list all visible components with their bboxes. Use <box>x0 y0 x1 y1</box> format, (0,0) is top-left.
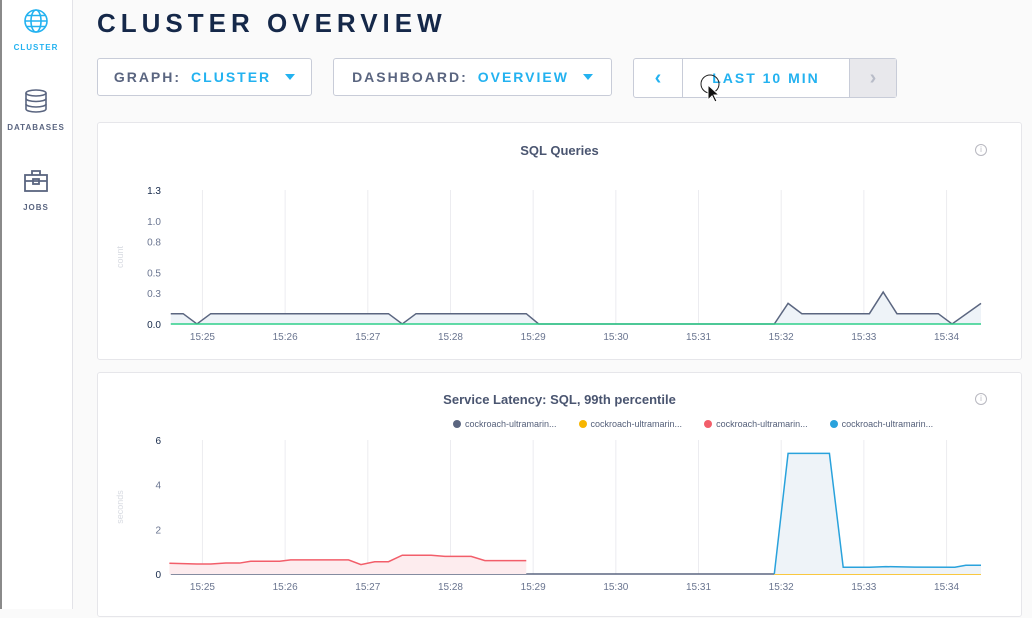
y-axis-label: count <box>115 245 125 268</box>
caret-down-icon <box>582 74 593 80</box>
x-tick-label: 15:29 <box>521 582 546 593</box>
sidebar-item-label: CLUSTER <box>13 43 59 52</box>
y-tick-label: 0 <box>155 570 161 581</box>
x-tick-label: 15:27 <box>355 582 380 593</box>
service-latency-chart: 15:25 15:26 15:27 15:28 15:29 15:30 15:31 15:32… <box>115 436 981 593</box>
legend-dot-icon <box>829 420 838 428</box>
legend-label: cockroach-ultramarin... <box>465 419 557 429</box>
series-area <box>169 555 527 574</box>
legend-dot-icon <box>453 420 461 428</box>
mouse-cursor-icon <box>700 74 721 103</box>
info-icon[interactable]: i <box>975 393 987 405</box>
sidebar-item-cluster[interactable]: CLUSTER <box>0 8 72 52</box>
sidebar-item-jobs[interactable]: JOBS <box>0 168 72 212</box>
legend-item[interactable]: cockroach-ultramarin... <box>578 419 683 429</box>
graph-dropdown-label: GRAPH: <box>113 69 182 85</box>
graph-dropdown[interactable]: GRAPH: CLUSTER <box>97 58 312 96</box>
x-tick-label: 15:27 <box>355 332 380 343</box>
x-tick-label: 15:28 <box>438 332 463 343</box>
y-tick-label: 1.0 <box>147 217 161 228</box>
sidebar-item-databases[interactable]: DATABASES <box>0 88 72 132</box>
dashboard-dropdown-label: DASHBOARD: <box>352 69 468 85</box>
series-area <box>774 453 981 574</box>
x-tick-label: 15:26 <box>273 332 298 343</box>
x-tick-label: 15:31 <box>686 582 711 593</box>
chart-legend: cockroach-ultramarin... cockroach-ultram… <box>453 419 933 429</box>
series-line <box>169 554 527 566</box>
sidebar-item-label: DATABASES <box>7 123 65 132</box>
x-tick-label: 15:32 <box>769 582 794 593</box>
dashboard-dropdown[interactable]: DASHBOARD: OVERVIEW <box>333 58 612 96</box>
sql-queries-chart-panel: SQL Queries i 15:25 15:26 15:27 15:28 15:29 1… <box>97 122 1022 360</box>
time-next-button[interactable]: › <box>850 59 896 97</box>
series-line <box>773 452 981 575</box>
y-tick-label: 1.3 <box>147 186 161 197</box>
briefcase-icon <box>24 170 48 192</box>
y-tick-label: 2 <box>155 525 161 536</box>
globe-icon <box>24 9 48 33</box>
time-range-selector: ‹ LAST 10 MIN › <box>633 58 897 98</box>
x-tick-label: 15:28 <box>438 582 463 593</box>
legend-item[interactable]: cockroach-ultramarin... <box>829 419 934 429</box>
y-tick-label: 0.3 <box>147 289 161 300</box>
x-tick-label: 15:33 <box>851 582 876 593</box>
legend-label: cockroach-ultramarin... <box>590 419 683 429</box>
y-tick-label: 0.8 <box>147 238 161 249</box>
legend-label: cockroach-ultramarin... <box>716 419 808 429</box>
x-tick-label: 15:26 <box>273 582 298 593</box>
x-tick-label: 15:25 <box>190 332 215 343</box>
legend-label: cockroach-ultramarin... <box>841 419 934 429</box>
y-tick-label: 0.0 <box>147 320 161 331</box>
x-tick-label: 15:30 <box>603 582 628 593</box>
legend-dot-icon <box>578 420 587 428</box>
x-tick-label: 15:34 <box>934 582 959 593</box>
dashboard-dropdown-value: OVERVIEW <box>477 69 569 85</box>
x-tick-label: 15:32 <box>769 332 794 343</box>
time-prev-button[interactable]: ‹ <box>634 59 683 97</box>
legend-item[interactable]: cockroach-ultramarin... <box>453 419 557 429</box>
x-tick-label: 15:25 <box>190 582 215 593</box>
sidebar: CLUSTER DATABASES JOBS <box>0 0 73 609</box>
y-tick-label: 6 <box>155 436 161 447</box>
chart-title: Service Latency: SQL, 99th percentile <box>443 392 676 407</box>
x-tick-label: 15:31 <box>686 332 711 343</box>
time-range-button[interactable]: LAST 10 MIN <box>683 59 850 97</box>
x-tick-label: 15:33 <box>851 332 876 343</box>
info-icon[interactable]: i <box>975 144 987 156</box>
caret-down-icon <box>285 74 296 80</box>
x-tick-label: 15:29 <box>521 332 546 343</box>
legend-item[interactable]: cockroach-ultramarin... <box>704 419 808 429</box>
legend-dot-icon <box>704 420 713 428</box>
graph-dropdown-value: CLUSTER <box>191 69 272 85</box>
y-tick-label: 4 <box>155 481 161 492</box>
database-icon <box>25 89 47 113</box>
sidebar-item-label: JOBS <box>23 203 49 212</box>
sql-queries-chart: 15:25 15:26 15:27 15:28 15:29 15:30 15:31 15:32… <box>115 186 982 343</box>
chart-title: SQL Queries <box>520 143 599 158</box>
series-area <box>170 292 982 324</box>
y-axis-label: seconds <box>115 490 125 524</box>
x-tick-label: 15:30 <box>603 332 628 343</box>
x-tick-label: 15:34 <box>934 332 959 343</box>
y-tick-label: 0.5 <box>147 268 161 279</box>
service-latency-chart-panel: Service Latency: SQL, 99th percentile i … <box>97 372 1022 617</box>
page-title: CLUSTER OVERVIEW <box>97 8 447 38</box>
